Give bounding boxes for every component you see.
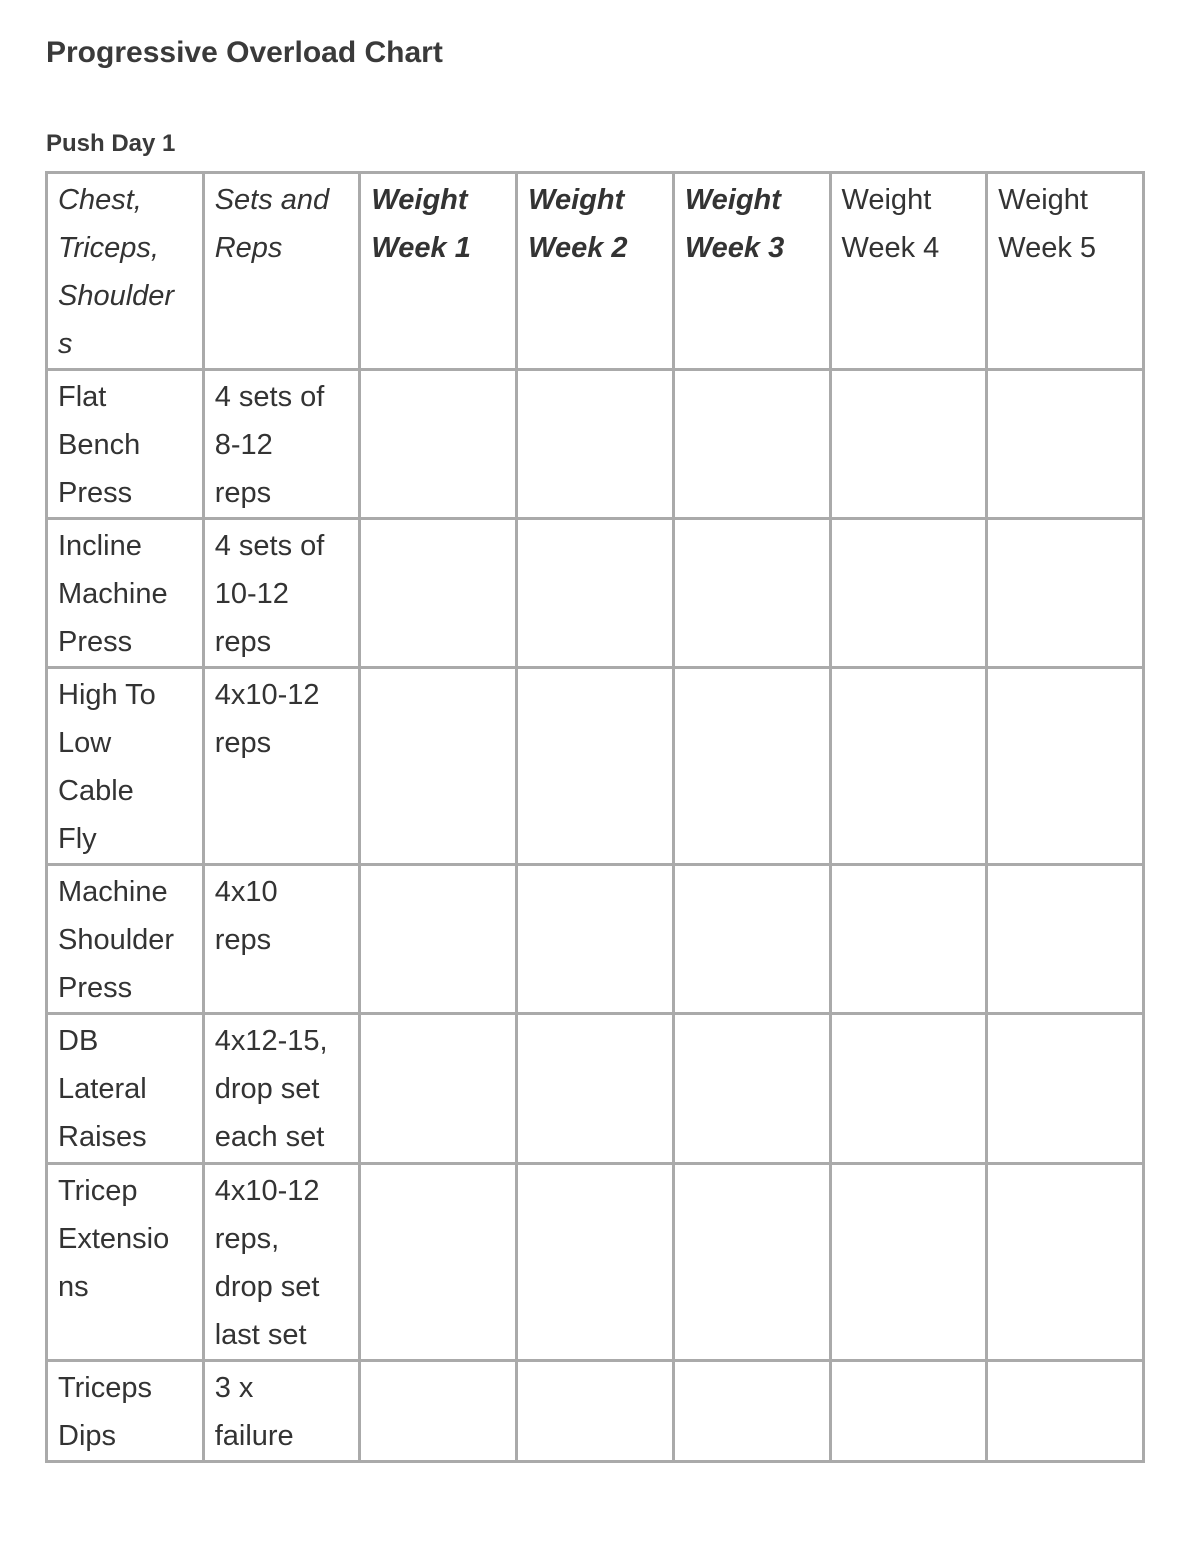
table-row: Flat Bench Press 4 sets of 8-12 reps — [45, 368, 1145, 520]
weight-week-1-cell[interactable] — [358, 1162, 519, 1362]
weight-week-3-cell[interactable] — [671, 517, 832, 669]
weight-week-2-cell[interactable] — [515, 1359, 675, 1463]
weight-week-1-cell[interactable] — [358, 863, 519, 1015]
header-week-5: Weight Week 5 — [985, 171, 1145, 371]
weight-week-3-cell[interactable] — [671, 368, 832, 520]
weight-week-4-cell[interactable] — [828, 517, 989, 669]
weight-week-2-cell[interactable] — [515, 1162, 675, 1362]
weight-week-3-cell[interactable] — [671, 1012, 832, 1165]
header-muscle-groups: Chest, Triceps, Shoulder s — [45, 171, 205, 371]
weight-week-5-cell[interactable] — [985, 1162, 1145, 1362]
table-row: Incline Machine Press 4 sets of 10-12 rep… — [45, 517, 1145, 669]
weight-week-1-cell[interactable] — [358, 1012, 519, 1165]
weight-week-5-cell[interactable] — [985, 368, 1145, 520]
weight-week-1-cell[interactable] — [358, 517, 519, 669]
exercise-cell: DB Lateral Raises — [45, 1012, 205, 1165]
weight-week-5-cell[interactable] — [985, 1359, 1145, 1463]
weight-week-5-cell[interactable] — [985, 863, 1145, 1015]
table-row: Machine Shoulder Press 4x10 reps — [45, 863, 1145, 1015]
sets-reps-cell: 4x10 reps — [201, 863, 362, 1015]
exercise-cell: Machine Shoulder Press — [45, 863, 205, 1015]
header-week-4: Weight Week 4 — [828, 171, 989, 371]
sets-reps-cell: 4 sets of 8-12 reps — [201, 368, 362, 520]
weight-week-3-cell[interactable] — [671, 863, 832, 1015]
exercise-cell: Flat Bench Press — [45, 368, 205, 520]
weight-week-3-cell[interactable] — [671, 666, 832, 866]
table-row: DB Lateral Raises 4x12-15, drop set each … — [45, 1012, 1145, 1165]
header-week-3: Weight Week 3 — [671, 171, 832, 371]
weight-week-4-cell[interactable] — [828, 1359, 989, 1463]
section-heading: Push Day 1 — [46, 130, 176, 157]
weight-week-5-cell[interactable] — [985, 517, 1145, 669]
table-header-row: Chest, Triceps, Shoulder s Sets and Reps… — [45, 171, 1145, 371]
weight-week-1-cell[interactable] — [358, 666, 519, 866]
weight-week-2-cell[interactable] — [515, 863, 675, 1015]
weight-week-1-cell[interactable] — [358, 368, 519, 520]
weight-week-2-cell[interactable] — [515, 517, 675, 669]
weight-week-2-cell[interactable] — [515, 368, 675, 520]
weight-week-3-cell[interactable] — [671, 1162, 832, 1362]
sets-reps-cell: 3 x failure — [201, 1359, 362, 1463]
weight-week-2-cell[interactable] — [515, 1012, 675, 1165]
sets-reps-cell: 4 sets of 10-12 reps — [201, 517, 362, 669]
weight-week-3-cell[interactable] — [671, 1359, 832, 1463]
header-week-2: Weight Week 2 — [515, 171, 675, 371]
weight-week-4-cell[interactable] — [828, 666, 989, 866]
weight-week-5-cell[interactable] — [985, 666, 1145, 866]
weight-week-4-cell[interactable] — [828, 368, 989, 520]
table-row: Triceps Dips 3 x failure — [45, 1359, 1145, 1463]
weight-week-4-cell[interactable] — [828, 1162, 989, 1362]
header-sets-reps: Sets and Reps — [201, 171, 362, 371]
weight-week-4-cell[interactable] — [828, 1012, 989, 1165]
exercise-cell: Tricep Extensio ns — [45, 1162, 205, 1362]
table-row: High To Low Cable Fly 4x10-12 reps — [45, 666, 1145, 866]
table-row: Tricep Extensio ns 4x10-12 reps, drop set… — [45, 1162, 1145, 1362]
weight-week-1-cell[interactable] — [358, 1359, 519, 1463]
exercise-cell: Incline Machine Press — [45, 517, 205, 669]
page-title: Progressive Overload Chart — [46, 36, 443, 69]
weight-week-4-cell[interactable] — [828, 863, 989, 1015]
progressive-overload-table: Chest, Triceps, Shoulder s Sets and Reps… — [45, 171, 1145, 1463]
sets-reps-cell: 4x10-12 reps, drop set last set — [201, 1162, 362, 1362]
header-week-1: Weight Week 1 — [358, 171, 519, 371]
sets-reps-cell: 4x10-12 reps — [201, 666, 362, 866]
sets-reps-cell: 4x12-15, drop set each set — [201, 1012, 362, 1165]
weight-week-5-cell[interactable] — [985, 1012, 1145, 1165]
exercise-cell: Triceps Dips — [45, 1359, 205, 1463]
weight-week-2-cell[interactable] — [515, 666, 675, 866]
exercise-cell: High To Low Cable Fly — [45, 666, 205, 866]
